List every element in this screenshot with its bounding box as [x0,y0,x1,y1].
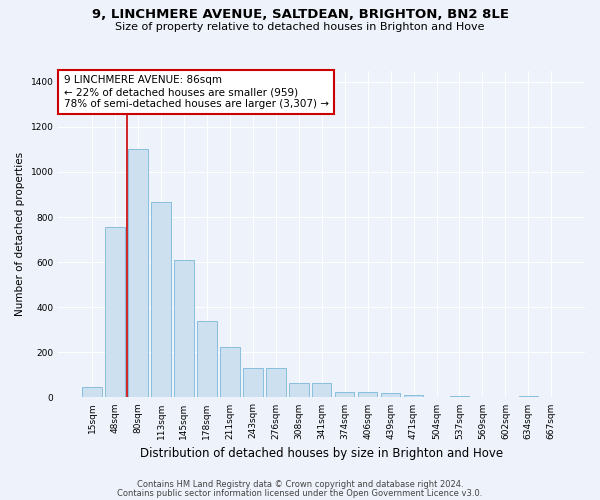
Bar [151,202,171,398]
Bar [358,392,377,398]
Bar [197,321,217,398]
X-axis label: Distribution of detached houses by size in Brighton and Hove: Distribution of detached houses by size … [140,447,503,460]
Y-axis label: Number of detached properties: Number of detached properties [15,152,25,316]
Bar [381,394,400,398]
Bar [404,395,424,398]
Text: Contains public sector information licensed under the Open Government Licence v3: Contains public sector information licen… [118,488,482,498]
Bar [266,368,286,398]
Bar [174,260,194,398]
Text: Size of property relative to detached houses in Brighton and Hove: Size of property relative to detached ho… [115,22,485,32]
Bar [312,383,331,398]
Bar [82,388,102,398]
Bar [128,150,148,398]
Bar [243,368,263,398]
Text: Contains HM Land Registry data © Crown copyright and database right 2024.: Contains HM Land Registry data © Crown c… [137,480,463,489]
Bar [106,227,125,398]
Text: 9, LINCHMERE AVENUE, SALTDEAN, BRIGHTON, BN2 8LE: 9, LINCHMERE AVENUE, SALTDEAN, BRIGHTON,… [91,8,509,20]
Bar [450,396,469,398]
Bar [220,346,239,398]
Bar [289,383,308,398]
Bar [335,392,355,398]
Text: 9 LINCHMERE AVENUE: 86sqm
← 22% of detached houses are smaller (959)
78% of semi: 9 LINCHMERE AVENUE: 86sqm ← 22% of detac… [64,76,329,108]
Bar [518,396,538,398]
